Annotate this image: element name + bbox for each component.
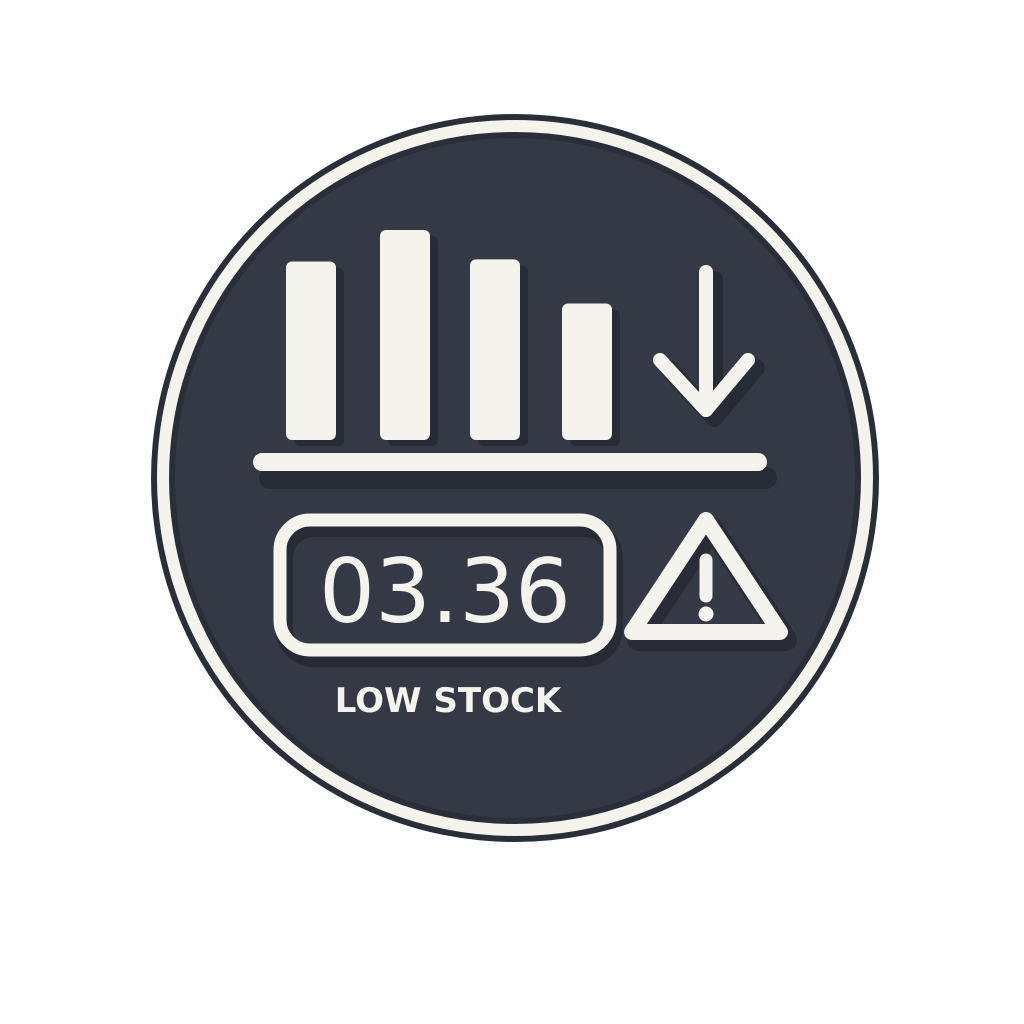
warning-icon [624,512,797,651]
stock-value: 03.36 [319,540,571,643]
value-box [273,513,617,657]
bar-3 [470,259,520,440]
bar-2 [380,230,430,440]
badge-ring [157,120,873,836]
bar-1 [286,261,336,440]
status-caption: LOW STOCK [335,681,563,721]
down-arrow-icon [653,265,765,427]
bar-4 [562,303,612,440]
bar-chart-icon [286,230,620,446]
